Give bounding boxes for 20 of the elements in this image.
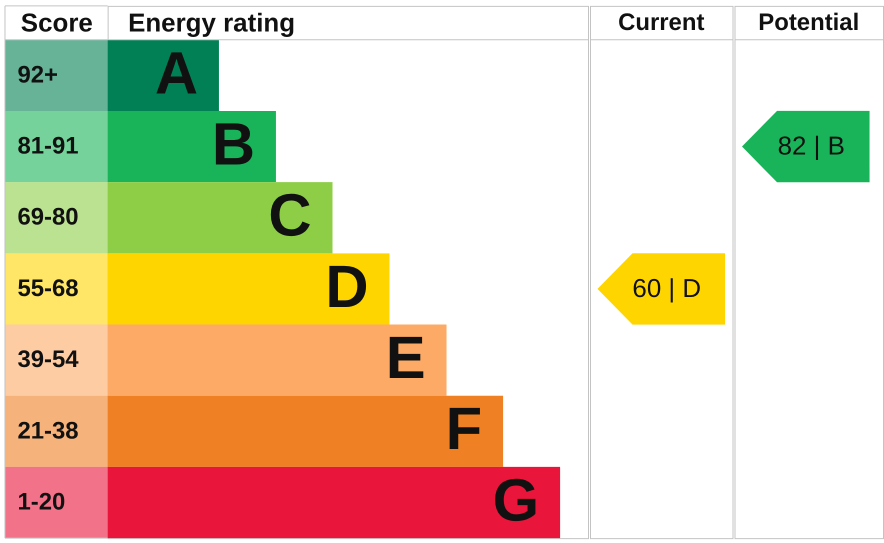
text: 82 | B — [778, 132, 845, 161]
annotation: E — [386, 324, 426, 392]
annotation: D — [325, 252, 369, 320]
text: 60 | D — [632, 274, 702, 303]
y-tick-label: 92+ — [17, 61, 58, 88]
y-tick-label: 69-80 — [17, 204, 79, 231]
y-tick-label: 21-38 — [17, 417, 79, 444]
annotation: F — [446, 395, 482, 462]
text: Potential — [758, 8, 860, 36]
y-axis-title: Score — [20, 9, 93, 38]
y-tick-label: 81-91 — [17, 132, 79, 160]
y-tick-label: 39-54 — [17, 346, 80, 374]
text: Current — [618, 8, 704, 36]
y-tick-label: 1-20 — [17, 488, 66, 516]
x-axis-title: Energy rating — [128, 9, 296, 38]
annotation: B — [212, 110, 256, 178]
y-tick-label: 55-68 — [17, 274, 79, 302]
annotation: G — [492, 466, 540, 534]
annotation: C — [268, 182, 312, 249]
annotation: A — [154, 39, 198, 106]
